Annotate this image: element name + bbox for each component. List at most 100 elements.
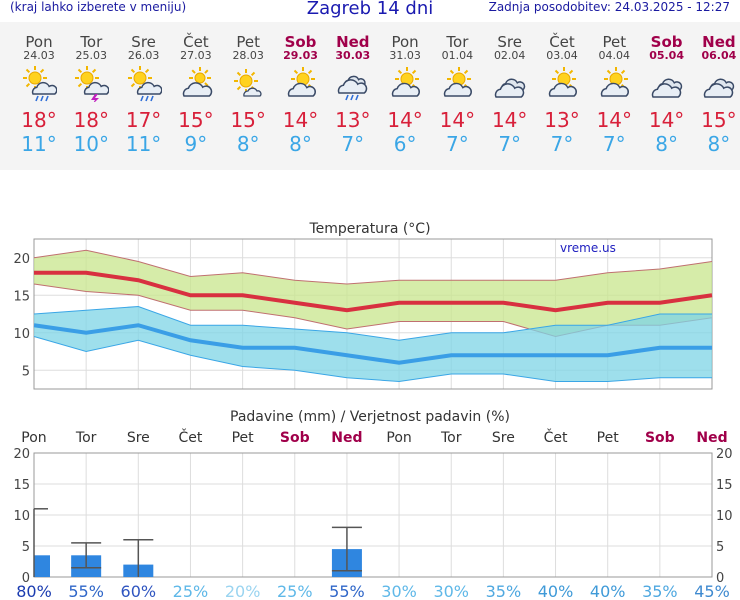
day-name: Ned <box>336 33 370 51</box>
y-tick-label: 15 <box>13 478 30 493</box>
cloudy-icon <box>182 67 213 97</box>
day-column: Pon 24.03 18° 11° <box>13 22 65 156</box>
day-name: Pon <box>25 33 53 51</box>
precip-probability: 40% <box>590 582 626 600</box>
day-name: Pet <box>602 33 627 51</box>
precip-probability: 60% <box>121 582 157 600</box>
day-name: Sre <box>497 33 522 51</box>
precip-probability: 25% <box>173 582 209 600</box>
day-date: 02.04 <box>493 49 526 62</box>
min-temp: 7° <box>498 132 522 156</box>
min-temp: 10° <box>73 132 110 156</box>
y-tick-label-right: 0 <box>716 571 724 586</box>
page-title: Zagreb 14 dni <box>306 0 434 19</box>
min-temp: 8° <box>289 132 312 156</box>
max-temp: 14° <box>596 108 633 132</box>
day-axis-label: Ned <box>331 430 362 446</box>
max-temp: 18° <box>73 108 110 132</box>
y-tick-label-right: 5 <box>716 540 724 555</box>
max-temp: 13° <box>544 108 580 132</box>
max-temp: 15° <box>230 108 266 132</box>
overcast-icon <box>703 78 735 98</box>
precip-probability: 45% <box>694 582 730 600</box>
precip-probability: 30% <box>381 582 417 600</box>
day-name: Sob <box>650 33 683 51</box>
y-tick-label: 5 <box>22 540 30 555</box>
y-tick-label: 5 <box>22 364 30 379</box>
day-axis-label: Sre <box>492 430 515 446</box>
max-temp: 15° <box>178 108 214 132</box>
precip-probability: 55% <box>329 582 365 600</box>
rain-chart-title: Padavine (mm) / Verjetnost padavin (%) <box>230 409 510 425</box>
partly-sunny-rain-icon <box>127 66 163 102</box>
max-temp: 17° <box>125 108 162 132</box>
precip-probability: 25% <box>277 582 313 600</box>
precip-bar <box>34 555 50 577</box>
min-temp: 11° <box>21 132 57 156</box>
min-temp: 8° <box>655 132 678 156</box>
day-column: Tor 01.04 14° 7° <box>431 22 483 156</box>
temp-chart-title: Temperatura (°C) <box>308 221 430 237</box>
day-axis-label: Tor <box>440 430 462 446</box>
day-name: Pon <box>391 33 419 51</box>
day-date: 29.03 <box>283 49 318 62</box>
day-column: Čet 03.04 13° 7° <box>536 22 588 156</box>
day-date: 01.04 <box>441 49 474 62</box>
rain-cloud-icon <box>337 75 368 101</box>
min-temp-band-lower <box>33 336 712 383</box>
max-temp-line <box>34 270 713 313</box>
menu-hint: (kraj lahko izberete v meniju) <box>10 0 187 14</box>
max-temp: 14° <box>439 108 476 132</box>
max-temp: 14° <box>387 108 423 132</box>
min-temp-band-upper <box>33 305 712 341</box>
day-name: Sob <box>284 33 317 51</box>
max-temp: 14° <box>491 108 528 132</box>
precip-probability: 35% <box>642 582 678 600</box>
y-tick-label-right: 20 <box>716 447 733 462</box>
day-date: 03.04 <box>546 49 578 62</box>
day-column: Sre 26.03 17° 11° <box>118 22 170 156</box>
day-name: Čet <box>549 33 575 51</box>
precipitation-chart: Padavine (mm) / Verjetnost padavin (%) Po… <box>13 409 733 600</box>
max-temp: 13° <box>335 108 371 132</box>
overcast-icon <box>494 78 525 98</box>
y-tick-label: 10 <box>13 327 30 342</box>
day-name: Pet <box>236 33 260 51</box>
min-temp: 7° <box>446 132 469 156</box>
day-date: 31.03 <box>389 49 421 62</box>
min-temp: 7° <box>602 132 626 156</box>
day-column: Ned 06.04 15° 8° <box>693 22 740 156</box>
daily-forecast-strip: Pon 24.03 18° 11° Tor 25.03 18° 10° Sre 26.03 17° 1… <box>0 22 740 170</box>
partly-cloudy-icon <box>287 67 316 97</box>
day-column: Sre 02.04 14° 7° <box>484 22 536 156</box>
day-column: Pet 28.03 15° 8° <box>222 22 274 156</box>
day-column: Sob 29.03 14° 8° <box>275 22 327 156</box>
y-tick-label-right: 10 <box>716 509 733 524</box>
day-name: Čet <box>183 33 209 51</box>
partly-cloudy-icon <box>391 67 421 97</box>
min-temp: 9° <box>184 132 208 156</box>
sunny-icon <box>234 69 262 97</box>
min-temp: 7° <box>341 132 365 156</box>
day-date: 26.03 <box>127 49 160 62</box>
day-axis-label: Sob <box>645 430 675 446</box>
precip-probability: 20% <box>225 582 261 600</box>
day-column: Pon 31.03 14° 6° <box>379 22 431 156</box>
y-tick-label: 20 <box>13 447 30 462</box>
min-temp: 7° <box>550 132 574 156</box>
day-column: Sob 05.04 14° 8° <box>641 22 693 156</box>
day-name: Ned <box>702 33 736 51</box>
day-name: Sre <box>131 33 156 51</box>
y-tick-label-right: 15 <box>716 478 733 493</box>
max-temp: 14° <box>282 108 319 132</box>
day-date: 24.03 <box>23 49 55 62</box>
day-date: 28.03 <box>232 49 264 62</box>
min-temp: 8° <box>707 132 731 156</box>
y-tick-label: 20 <box>13 252 30 267</box>
watermark: vreme.us <box>560 241 616 255</box>
y-tick-label: 0 <box>22 571 30 586</box>
day-axis-label: Sre <box>127 430 150 446</box>
max-temp-band <box>34 250 712 337</box>
partly-cloudy-icon <box>548 67 577 97</box>
precip-probability: 30% <box>433 582 469 600</box>
